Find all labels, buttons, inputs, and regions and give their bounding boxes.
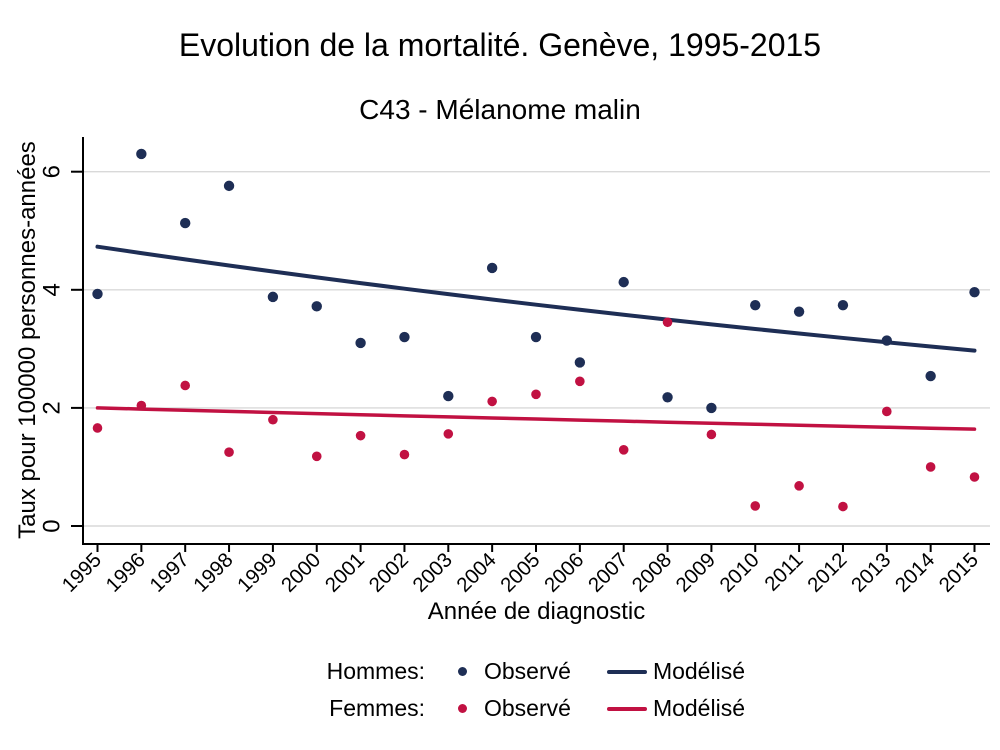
femmes-observed-point bbox=[443, 429, 454, 439]
femmes-observed-point bbox=[706, 429, 717, 440]
x-tick-label: 2011 bbox=[760, 548, 807, 595]
hommes-observed-point bbox=[793, 306, 805, 317]
x-tick-label: 2012 bbox=[803, 548, 852, 597]
x-tick-label: 1999 bbox=[233, 548, 282, 597]
hommes-observed-point bbox=[750, 299, 761, 311]
legend-femmes-modeled-label: Modélisé bbox=[652, 695, 745, 721]
x-tick-label: 1996 bbox=[101, 548, 150, 597]
hommes-modeled-line bbox=[95, 244, 977, 353]
hommes-observed-point bbox=[969, 286, 980, 298]
femmes-observed-point bbox=[311, 451, 322, 462]
femmes-modeled-line-icon bbox=[606, 706, 647, 711]
femmes-observed-point bbox=[180, 380, 190, 391]
femmes-observed-point bbox=[882, 406, 892, 417]
femmes-observed-point bbox=[969, 472, 980, 482]
femmes-modeled-line bbox=[95, 406, 977, 431]
femmes-observed-point bbox=[575, 376, 585, 387]
x-tick-label: 2006 bbox=[540, 548, 589, 597]
x-tick-label: 2000 bbox=[277, 548, 326, 597]
x-tick-label: 2001 bbox=[321, 548, 370, 597]
hommes-observed-point bbox=[574, 357, 586, 368]
x-tick-label: 2004 bbox=[452, 548, 501, 597]
femmes-observed-point bbox=[662, 317, 673, 328]
hommes-observed-point bbox=[706, 402, 717, 414]
femmes-observed-point bbox=[355, 430, 366, 441]
chart-title: Evolution de la mortalité. Genève, 1995-… bbox=[178, 27, 822, 63]
x-tick-label: 2007 bbox=[584, 548, 633, 597]
x-tick-label: 2010 bbox=[715, 548, 764, 597]
hommes-observed-point bbox=[486, 262, 498, 274]
femmes-observed-point bbox=[750, 501, 761, 511]
x-tick-label: 1995 bbox=[58, 548, 107, 597]
x-tick-label: 2014 bbox=[891, 548, 940, 597]
legend-hommes-modeled-label: Modélisé bbox=[652, 658, 745, 684]
x-tick-label: 2005 bbox=[496, 548, 545, 597]
hommes-observed-point bbox=[355, 337, 366, 349]
y-tick-label: 2 bbox=[39, 401, 66, 414]
hommes-observed-point bbox=[92, 288, 103, 300]
x-tick-label: 1998 bbox=[189, 548, 238, 597]
x-tick-label: 2002 bbox=[364, 548, 413, 597]
femmes-observed-marker-icon bbox=[458, 704, 467, 713]
legend-label-hommes: Hommes: bbox=[326, 658, 425, 684]
femmes-observed-point bbox=[925, 462, 936, 472]
legend-femmes-observed-label: Observé bbox=[484, 695, 571, 721]
legend: Hommes: Observé Modélisé Femmes: Observé… bbox=[300, 653, 745, 727]
hommes-observed-point bbox=[223, 180, 235, 192]
x-tick-label: 2013 bbox=[847, 548, 896, 597]
x-axis-title: Année de diagnostic bbox=[427, 598, 646, 625]
hommes-observed-marker-icon bbox=[458, 667, 467, 676]
y-tick-label: 0 bbox=[39, 519, 66, 532]
y-tick-label: 4 bbox=[39, 283, 66, 296]
x-tick-label: 1997 bbox=[145, 548, 194, 597]
y-tick-label: 6 bbox=[39, 165, 66, 178]
hommes-observed-point bbox=[837, 299, 849, 311]
femmes-observed-point bbox=[399, 449, 410, 460]
x-tick-label: 2015 bbox=[935, 548, 984, 597]
hommes-observed-point bbox=[136, 148, 147, 160]
x-tick-label: 2008 bbox=[628, 548, 677, 597]
hommes-observed-point bbox=[530, 331, 542, 343]
x-tick-label: 2009 bbox=[671, 548, 720, 597]
hommes-observed-point bbox=[925, 370, 936, 382]
chart-subtitle: C43 - Mélanome malin bbox=[359, 94, 641, 125]
femmes-observed-point bbox=[794, 481, 804, 491]
x-tick-label: 2003 bbox=[408, 548, 457, 597]
femmes-observed-point bbox=[92, 423, 103, 433]
hommes-observed-point bbox=[399, 331, 410, 343]
legend-hommes-observed-label: Observé bbox=[484, 658, 571, 684]
hommes-observed-point bbox=[618, 276, 629, 288]
femmes-observed-point bbox=[268, 414, 278, 425]
femmes-observed-point bbox=[487, 396, 497, 407]
femmes-observed-point bbox=[531, 389, 541, 400]
hommes-modeled-line-icon bbox=[606, 669, 647, 674]
legend-row-hommes: Hommes: Observé Modélisé bbox=[300, 653, 745, 690]
hommes-observed-point bbox=[662, 392, 673, 403]
hommes-observed-point bbox=[180, 217, 191, 229]
hommes-observed-point bbox=[311, 301, 322, 312]
legend-row-femmes: Femmes: Observé Modélisé bbox=[300, 690, 745, 727]
hommes-observed-point bbox=[443, 390, 454, 402]
hommes-observed-point bbox=[881, 335, 892, 346]
femmes-observed-point bbox=[618, 445, 629, 455]
femmes-observed-point bbox=[224, 447, 234, 457]
legend-label-femmes: Femmes: bbox=[329, 695, 425, 721]
hommes-observed-point bbox=[267, 291, 279, 303]
femmes-observed-point bbox=[838, 501, 848, 512]
femmes-observed-point bbox=[136, 400, 147, 411]
